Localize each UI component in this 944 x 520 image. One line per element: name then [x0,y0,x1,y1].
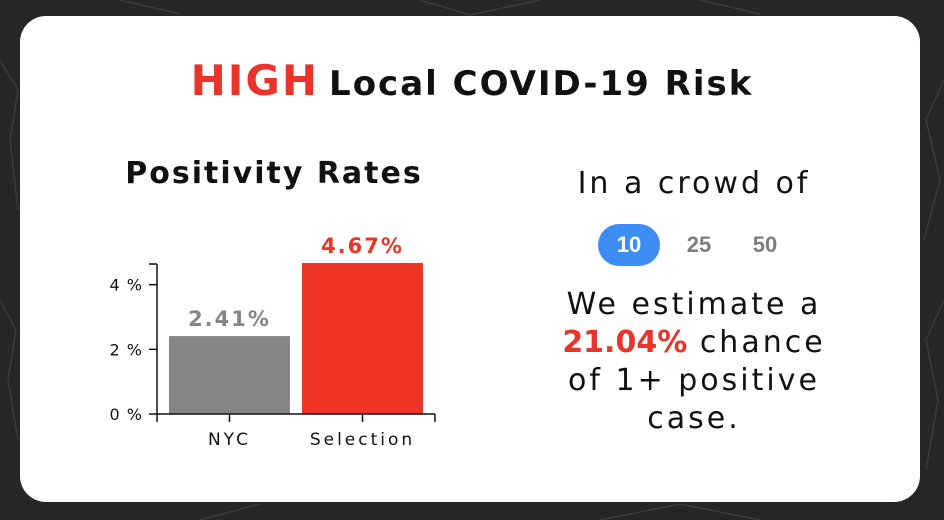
x-tick-label-nyc: NYC [208,430,251,450]
crowd-option-25[interactable]: 25 [686,232,712,257]
x-tick-label-selection: Selection [310,430,415,450]
estimate-line-1: We estimate a [566,287,822,322]
crowd-title: In a crowd of [577,166,811,201]
crowd-option-10[interactable]: 10 [598,224,660,266]
chart-title: Positivity Rates [125,156,423,191]
bar-selection [302,263,423,414]
risk-level: HIGH [190,56,320,105]
headline: HIGH Local COVID-19 Risk [0,56,944,105]
y-tick-label: 2 % [110,340,143,359]
y-tick-label: 4 % [110,276,143,295]
crowd-option-50[interactable]: 50 [752,232,778,257]
data-label-selection: 4.67% [321,234,404,258]
estimate-suffix-1: chance [699,325,826,360]
estimate-text: We estimate a 21.04% chance of 1+ positi… [520,286,868,438]
estimate-line-3: of 1+ positive [568,363,820,398]
data-label-nyc: 2.41% [188,307,271,331]
headline-title: Local COVID-19 Risk [329,64,754,104]
estimate-line-2: 21.04% chance [520,324,868,362]
risk-card [20,16,920,502]
y-tick-label: 0 % [110,405,143,424]
estimate-percent: 21.04% [562,325,688,360]
estimate-line-4: case. [647,401,741,436]
bar-nyc [169,336,290,414]
